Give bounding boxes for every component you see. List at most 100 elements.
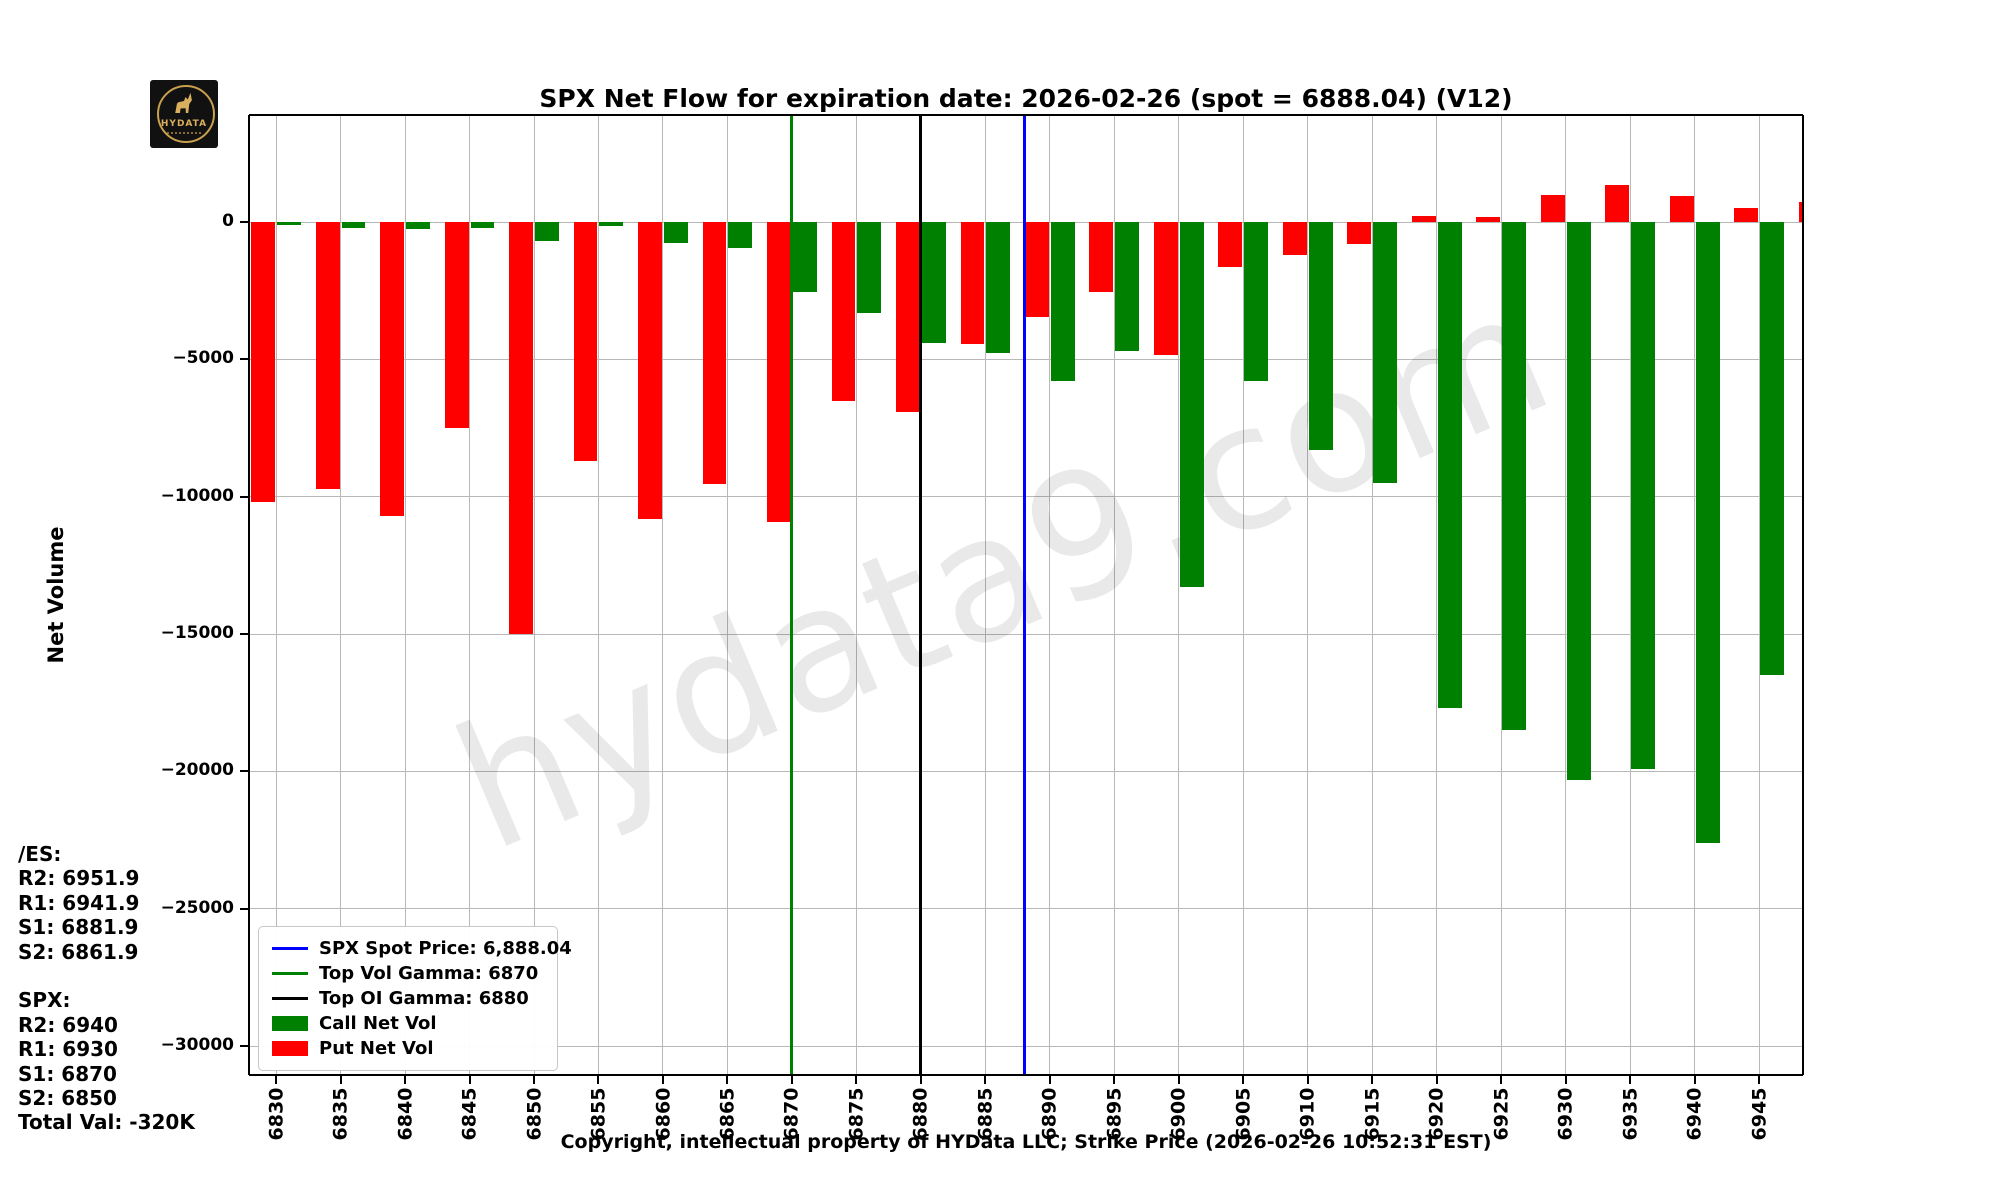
spine-left [248, 115, 250, 1075]
xtick-6830 [275, 1075, 278, 1084]
bar-put-6880 [896, 222, 920, 412]
gridline-x-6940 [1694, 115, 1696, 1075]
support-resistance-panel: /ES: R2: 6951.9 R1: 6941.9 S1: 6881.9 S2: 68… [18, 842, 195, 1135]
bar-call-6880 [921, 222, 946, 343]
gridline-x-6850 [533, 115, 535, 1075]
gridline-x-6935 [1629, 115, 1631, 1075]
info-line-8: R1: 6930 [18, 1037, 118, 1062]
info-line-5 [18, 964, 195, 988]
xtick-6850 [533, 1075, 535, 1084]
gridline-x-6925 [1500, 115, 1502, 1075]
xtick-6855 [597, 1075, 600, 1084]
bar-put-6905 [1218, 222, 1243, 268]
bar-put-6890 [1025, 222, 1049, 317]
spx-spot-line [1023, 115, 1027, 1075]
bar-call-6895 [1115, 222, 1140, 352]
legend-patch-4 [272, 1041, 308, 1056]
xtick-6910 [1306, 1075, 1309, 1084]
info-line-11: Total Val: -320K [18, 1110, 195, 1135]
xtick-6920 [1435, 1075, 1438, 1084]
bar-put-6835 [315, 222, 340, 489]
bar-put-6930 [1540, 194, 1565, 223]
bar-call-6830 [277, 222, 301, 225]
gridline-x-6830 [275, 115, 277, 1075]
y-axis-label: Net Volume [44, 526, 68, 664]
plot-area: hydata9.com [249, 115, 1803, 1075]
xtick-6925 [1500, 1075, 1503, 1084]
bar-put-6895 [1089, 222, 1114, 293]
spine-bottom [249, 1074, 1803, 1076]
hydata-logo: HYDATA [150, 80, 218, 148]
xtick-6900 [1177, 1075, 1180, 1084]
xtick-6840 [404, 1075, 407, 1084]
ytick-label--25000: −25000 [160, 897, 234, 918]
bar-put-6870 [767, 222, 791, 522]
xtick-6885 [984, 1075, 987, 1084]
legend-patch-3 [272, 1016, 308, 1031]
bar-call-6865 [728, 222, 753, 249]
bar-call-6850 [535, 222, 559, 242]
xtick-6935 [1629, 1075, 1632, 1084]
bar-call-6845 [470, 222, 495, 228]
info-line-0: /ES: [18, 842, 62, 866]
top-vol-gamma-line [790, 115, 794, 1075]
chart-title: SPX Net Flow for expiration date: 2026-0… [539, 84, 1513, 113]
xtick-6905 [1242, 1075, 1245, 1084]
gridline-x-6920 [1436, 115, 1438, 1075]
bar-call-6875 [857, 222, 882, 313]
legend-label-1: Top Vol Gamma: 6870 [319, 963, 539, 984]
legend-label-4: Put Net Vol [319, 1038, 434, 1059]
footer-caption: Copyright, intellectual property of HYDa… [560, 1131, 1492, 1153]
info-line-10: S2: 6850 [18, 1085, 117, 1110]
info-line-7: R2: 6940 [18, 1012, 118, 1037]
bar-put-6920 [1411, 215, 1436, 223]
gridline-x-6900 [1178, 115, 1180, 1075]
xtick-6865 [726, 1075, 729, 1084]
xtick-6845 [468, 1075, 471, 1084]
xtick-6870 [790, 1075, 793, 1084]
xtick-6895 [1113, 1075, 1116, 1084]
info-line-1: R2: 6951.9 [18, 866, 140, 891]
info-line-2: R1: 6941.9 [18, 890, 140, 915]
info-line-3: S1: 6881.9 [18, 915, 139, 940]
bar-put-6840 [380, 222, 405, 516]
xtick-6890 [1048, 1075, 1051, 1084]
bar-put-6940 [1669, 196, 1694, 223]
legend-line-1 [272, 972, 308, 975]
ytick--10000 [240, 495, 249, 498]
legend-swatch-2 [269, 997, 311, 1000]
bar-call-6900 [1179, 222, 1204, 588]
legend-row-3: Call Net Vol [269, 1011, 547, 1036]
legend-swatch-4 [269, 1041, 311, 1056]
ytick--20000 [240, 770, 249, 773]
xtick-6835 [339, 1075, 342, 1084]
bar-call-6945 [1760, 222, 1784, 676]
legend-label-0: SPX Spot Price: 6,888.04 [319, 938, 572, 959]
bar-put-6915 [1347, 222, 1372, 245]
bar-put-6885 [960, 222, 985, 345]
spine-top [249, 114, 1803, 116]
bar-call-6910 [1308, 222, 1333, 451]
legend-line-0 [272, 947, 308, 950]
ytick-label--30000: −30000 [160, 1035, 234, 1056]
bar-put-6945 [1734, 208, 1759, 223]
legend-label-2: Top OI Gamma: 6880 [319, 988, 529, 1009]
bar-put-6860 [638, 222, 662, 519]
gridline-x-6905 [1242, 115, 1244, 1075]
bar-put-6850 [509, 222, 533, 635]
legend-row-4: Put Net Vol [269, 1036, 547, 1061]
bar-put-6855 [573, 222, 598, 462]
gridline-x-6885 [984, 115, 986, 1075]
ytick--30000 [240, 1045, 249, 1048]
legend-box: SPX Spot Price: 6,888.04 Top Vol Gamma: 6… [258, 926, 572, 1071]
bar-put-6925 [1476, 216, 1501, 223]
bar-put-6910 [1282, 222, 1307, 256]
legend-swatch-0 [269, 947, 311, 950]
legend-row-0: SPX Spot Price: 6,888.04 [269, 936, 572, 961]
ytick--5000 [240, 358, 249, 361]
gridline-x-6835 [340, 115, 342, 1075]
xtick-6880 [919, 1075, 922, 1084]
bar-call-6930 [1566, 222, 1591, 780]
bar-call-6835 [341, 222, 366, 228]
